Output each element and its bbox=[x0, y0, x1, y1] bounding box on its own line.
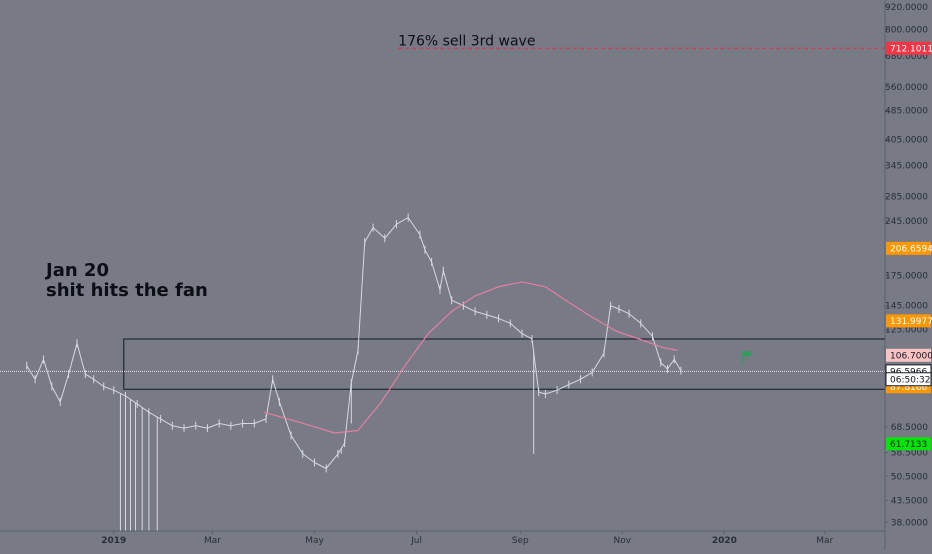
moving_average-line bbox=[264, 281, 678, 434]
y-tick-label-8: 245.0000 bbox=[885, 217, 928, 227]
x-tick-label-7: Mar bbox=[816, 536, 833, 546]
y-tick-label-3: 560.0000 bbox=[885, 83, 928, 93]
y-tick-label-15: 43.5000 bbox=[891, 496, 928, 506]
x-tick-label-6: 2020 bbox=[712, 536, 737, 546]
wick-spikes-layer bbox=[119, 350, 535, 531]
y-tick-label-11: 125.0000 bbox=[885, 326, 928, 336]
y-tick-label-16: 38.0000 bbox=[891, 518, 928, 528]
y-tick-label-2: 680.0000 bbox=[885, 52, 928, 62]
svg-text:106.7000: 106.7000 bbox=[890, 351, 932, 361]
x-axis[interactable]: 2019 Mar May Jul Sep Nov 2020 Mar bbox=[101, 531, 834, 546]
y-tick-label-14: 50.5000 bbox=[891, 472, 928, 482]
y-axis[interactable]: 920.0000 800.0000 680.0000 560.0000 485.0000… bbox=[885, 3, 928, 528]
flag-layer bbox=[742, 351, 751, 364]
x-tick-label-3: Jul bbox=[410, 536, 422, 546]
y-tick-label-0: 920.0000 bbox=[885, 3, 928, 13]
price-badges: 712.1011206.6594131.9977106.700096.59668… bbox=[885, 41, 932, 451]
countdown-badge: 06:50:32 bbox=[885, 372, 932, 387]
svg-text:06:50:32: 06:50:32 bbox=[890, 375, 930, 385]
annotation-line-1: Jan 20 bbox=[44, 260, 109, 281]
y-tick-label-6: 345.0000 bbox=[885, 162, 928, 172]
x-tick-label-4: Sep bbox=[512, 536, 529, 546]
x-tick-label-2: May bbox=[305, 536, 324, 546]
svg-text:712.1011: 712.1011 bbox=[890, 45, 932, 55]
x-tick-label-5: Nov bbox=[614, 536, 632, 546]
y-tick-label-1: 800.0000 bbox=[885, 25, 928, 35]
flag-marker[interactable] bbox=[742, 351, 751, 364]
price-badge-0: 712.1011 bbox=[886, 41, 932, 55]
price-line bbox=[26, 217, 682, 469]
svg-text:61.7133: 61.7133 bbox=[890, 440, 927, 450]
svg-text:206.6594: 206.6594 bbox=[890, 245, 932, 255]
x-tick-label-1: Mar bbox=[204, 536, 221, 546]
y-tick-label-5: 405.0000 bbox=[885, 136, 928, 146]
y-tick-label-7: 285.0000 bbox=[885, 192, 928, 202]
price-badge-6: 61.7133 bbox=[886, 437, 931, 451]
x-tick-label-0: 2019 bbox=[101, 536, 126, 546]
target-line-label: 176% sell 3rd wave bbox=[398, 33, 535, 49]
horizontal-lines-layer bbox=[0, 47, 885, 372]
y-tick-label-10: 145.0000 bbox=[885, 302, 928, 312]
svg-text:87.8166: 87.8166 bbox=[890, 383, 927, 393]
annotation-line-2: shit hits the fan bbox=[46, 280, 208, 301]
price-badge-1: 206.6594 bbox=[886, 241, 932, 255]
y-tick-label-13: 58.5000 bbox=[891, 448, 928, 458]
y-tick-label-4: 485.0000 bbox=[885, 106, 928, 116]
series-layer bbox=[26, 213, 682, 473]
svg-text:131.9977: 131.9977 bbox=[890, 317, 932, 327]
y-tick-label-9: 175.0000 bbox=[885, 271, 928, 281]
price-badge-3: 106.7000 bbox=[886, 348, 932, 362]
price-badge-2: 131.9977 bbox=[886, 314, 932, 328]
y-tick-label-12: 68.5000 bbox=[891, 423, 928, 433]
